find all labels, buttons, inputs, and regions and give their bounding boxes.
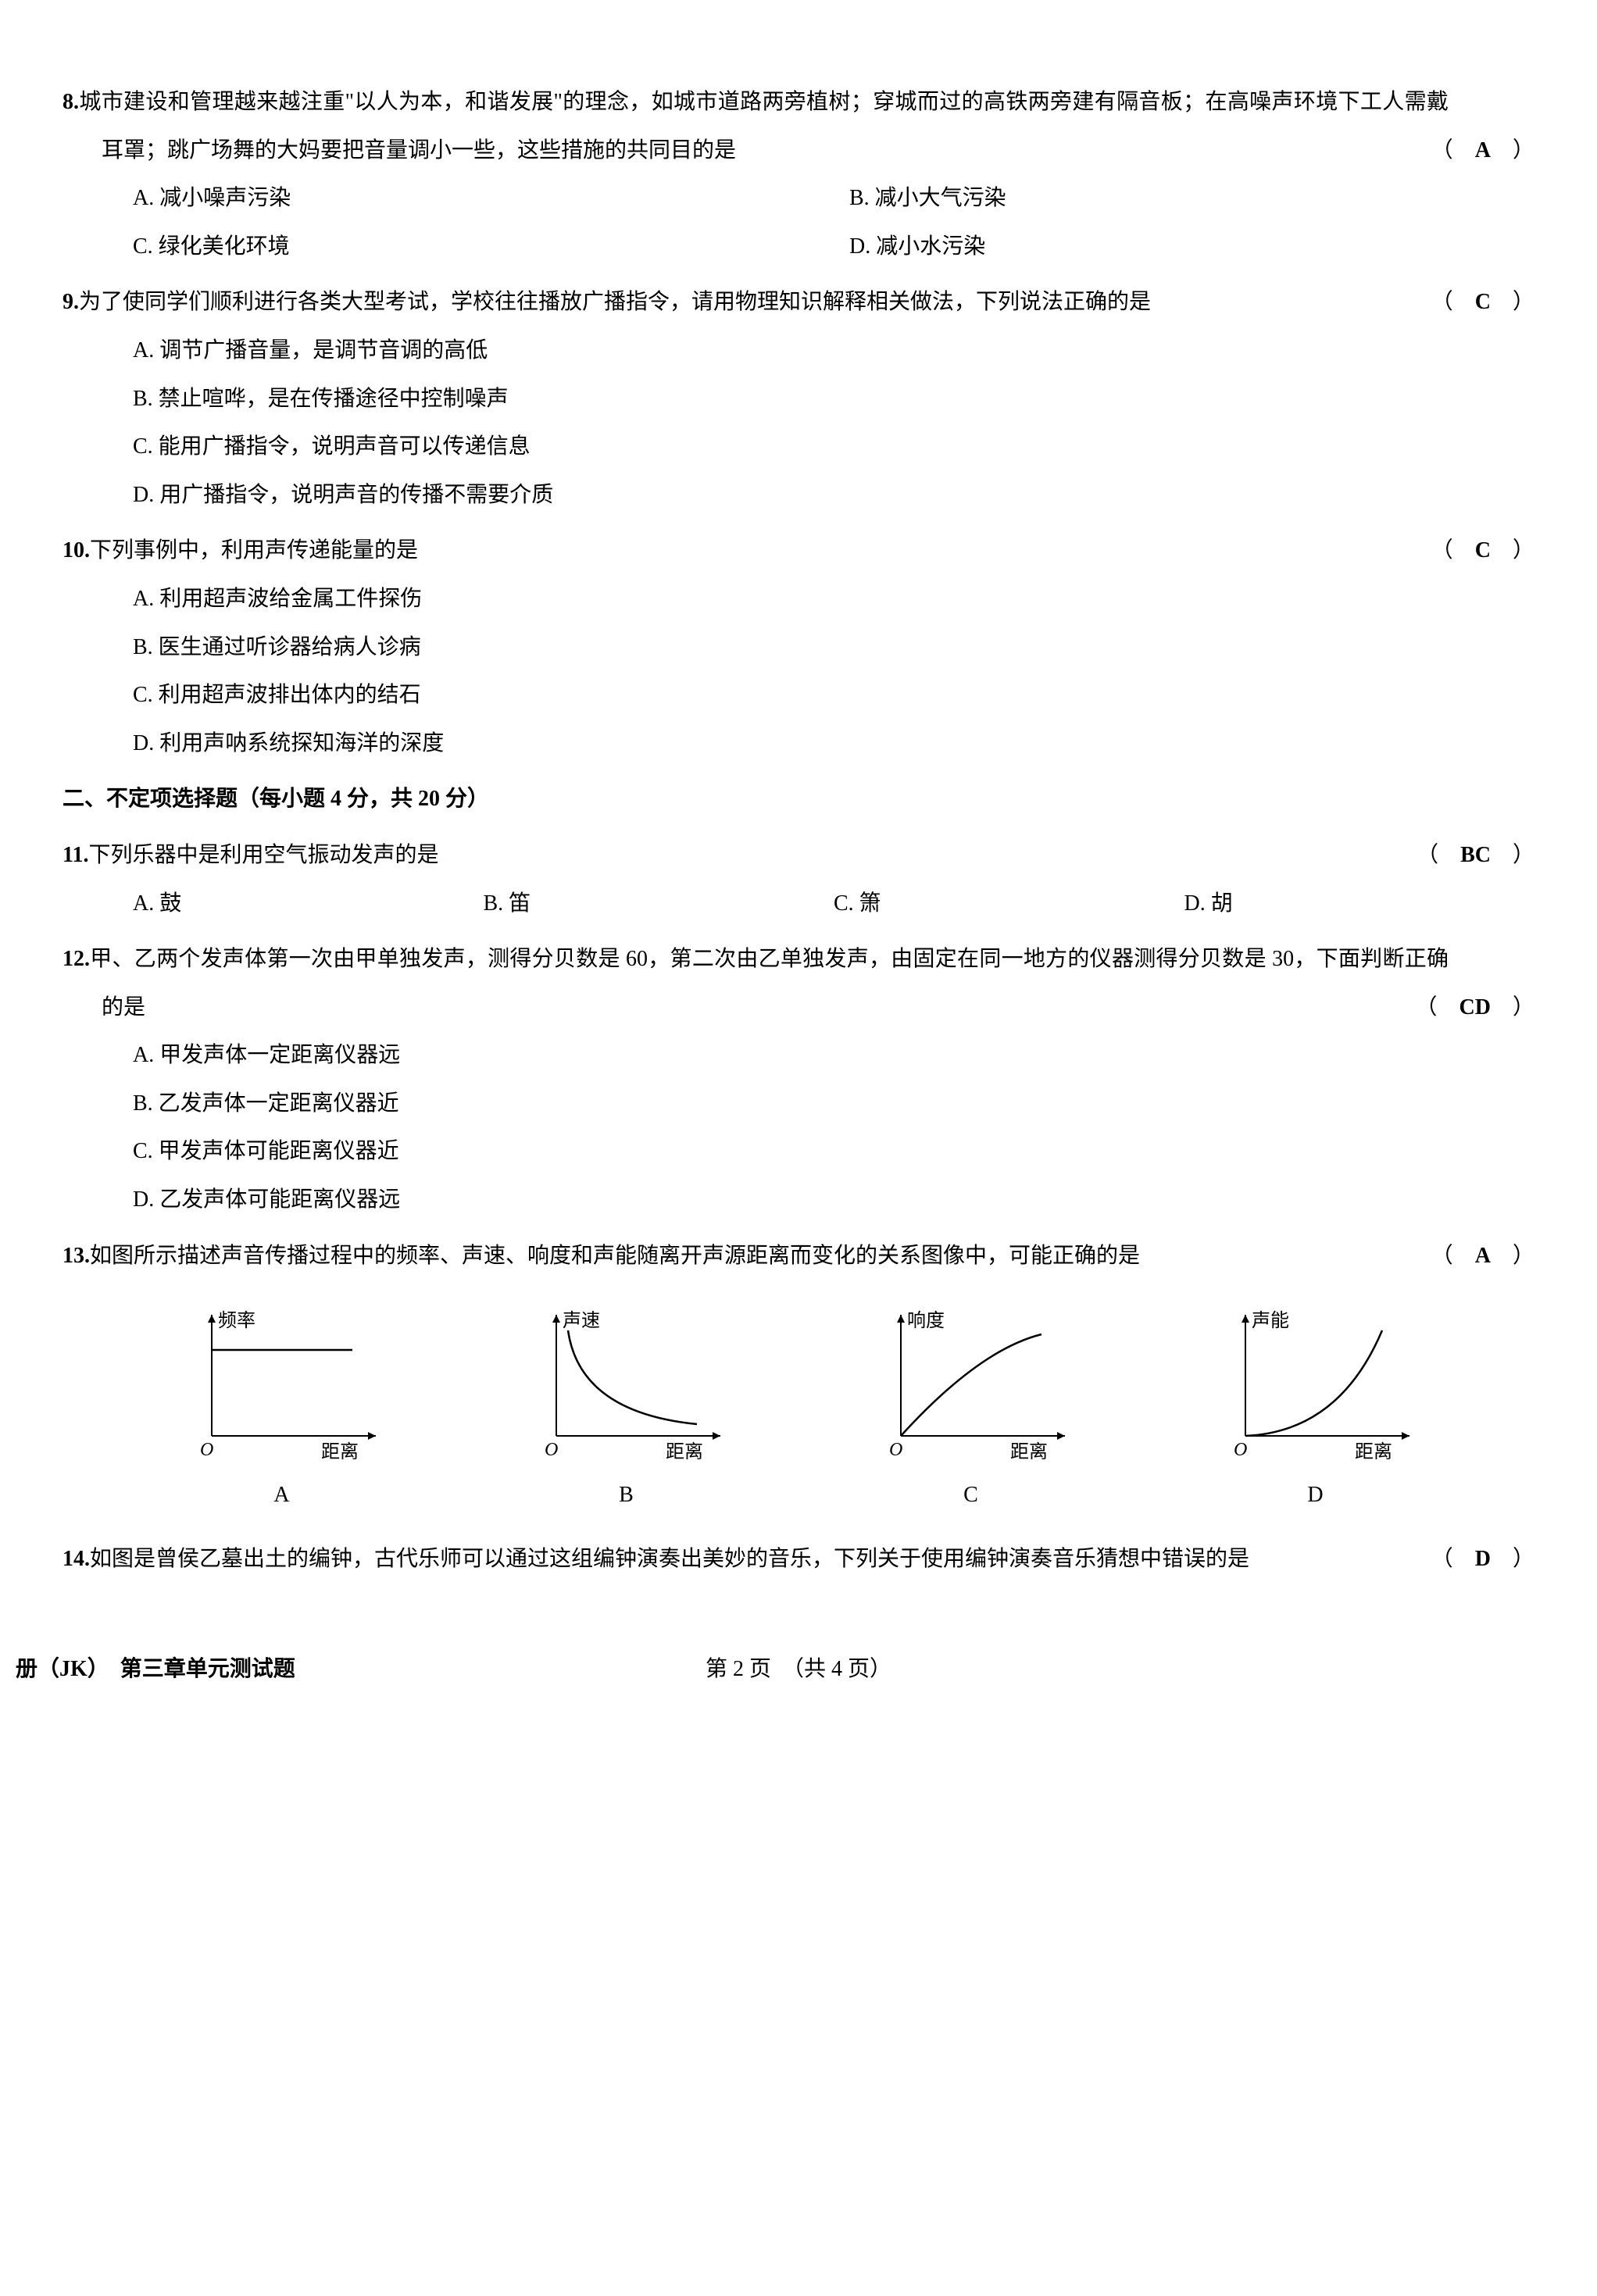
stem-text: 下列事例中，利用声传递能量的是	[90, 538, 418, 562]
graph-a-svg: 频率 O 距离	[180, 1303, 384, 1459]
answer-slot: （ C ）	[1431, 278, 1534, 327]
answer-value: C	[1475, 290, 1491, 314]
option-a: A. 调节广播音量，是调节音调的高低	[133, 327, 1534, 375]
question-12: 12.甲、乙两个发声体第一次由甲单独发声，测得分贝数是 60，第二次由乙单独发声…	[63, 935, 1534, 1224]
question-number: 12.	[63, 947, 90, 971]
question-number: 10.	[63, 538, 90, 562]
question-number: 11.	[63, 843, 88, 867]
graph-label-b: B	[619, 1471, 634, 1519]
option-a: A. 减小噪声污染	[133, 174, 818, 223]
origin-label: O	[889, 1440, 902, 1459]
xlabel: 距离	[666, 1441, 703, 1459]
answer-value: D	[1475, 1547, 1491, 1571]
page-footer: 册（JK） 第三章单元测试题 第 2 页 （共 4 页）	[63, 1645, 1534, 1694]
option-c: C. 能用广播指令，说明声音可以传递信息	[133, 423, 1534, 471]
graph-a: 频率 O 距离 A	[180, 1303, 384, 1519]
question-number: 8.	[63, 90, 79, 114]
question-stem: 12.甲、乙两个发声体第一次由甲单独发声，测得分贝数是 60，第二次由乙单独发声…	[63, 935, 1534, 1031]
answer-value: C	[1475, 538, 1491, 562]
graph-label-c: C	[963, 1471, 978, 1519]
answer-slot: （ A ）	[1431, 127, 1534, 175]
question-number: 14.	[63, 1547, 90, 1571]
option-c: C. 甲发声体可能距离仪器近	[133, 1127, 1534, 1176]
section-2-header: 二、不定项选择题（每小题 4 分，共 20 分）	[63, 775, 1534, 823]
footer-left: 册（JK） 第三章单元测试题	[16, 1645, 295, 1694]
options-container: A. 鼓 B. 笛 C. 箫 D. 胡	[63, 880, 1534, 928]
origin-label: O	[1234, 1440, 1247, 1459]
options-container: A. 甲发声体一定距离仪器远 B. 乙发声体一定距离仪器近 C. 甲发声体可能距…	[63, 1031, 1534, 1223]
option-b: B. 禁止喧哗，是在传播途径中控制噪声	[133, 375, 1534, 423]
origin-label: O	[200, 1440, 213, 1459]
option-d: D. 乙发声体可能距离仪器远	[133, 1176, 1534, 1224]
option-c: C. 绿化美化环境	[133, 223, 818, 271]
question-10: 10.下列事例中，利用声传递能量的是 （ C ） A. 利用超声波给金属工件探伤…	[63, 527, 1534, 767]
graph-c: 响度 O 距离 C	[870, 1303, 1073, 1519]
ylabel: 频率	[218, 1310, 255, 1331]
option-b: B. 笛	[484, 880, 834, 928]
option-b: B. 减小大气污染	[849, 174, 1534, 223]
graph-label-a: A	[273, 1471, 289, 1519]
question-11: 11.下列乐器中是利用空气振动发声的是 （ BC ） A. 鼓 B. 笛 C. …	[63, 831, 1534, 927]
graph-d-svg: 声能 O 距离	[1214, 1303, 1417, 1459]
answer-value: A	[1475, 1244, 1491, 1268]
graph-c-svg: 响度 O 距离	[870, 1303, 1073, 1459]
option-a: A. 利用超声波给金属工件探伤	[133, 575, 1534, 623]
graph-b: 声速 O 距离 B	[525, 1303, 728, 1519]
answer-slot: （ A ）	[1431, 1232, 1534, 1280]
xlabel: 距离	[1010, 1441, 1048, 1459]
stem-text: 甲、乙两个发声体第一次由甲单独发声，测得分贝数是 60，第二次由乙单独发声，由固…	[90, 947, 1449, 1019]
options-container: A. 减小噪声污染 B. 减小大气污染 C. 绿化美化环境 D. 减小水污染	[63, 174, 1534, 270]
xlabel: 距离	[321, 1441, 359, 1459]
option-d: D. 用广播指令，说明声音的传播不需要介质	[133, 471, 1534, 520]
answer-slot: （ CD ）	[1416, 984, 1534, 1032]
stem-text: 如图是曾侯乙墓出土的编钟，古代乐师可以通过这组编钟演奏出美妙的音乐，下列关于使用…	[90, 1547, 1249, 1571]
option-d: D. 胡	[1184, 880, 1535, 928]
answer-slot: （ BC ）	[1417, 831, 1534, 880]
option-c: C. 箫	[834, 880, 1184, 928]
answer-slot: （ C ）	[1431, 527, 1534, 575]
option-a: A. 鼓	[133, 880, 484, 928]
graph-label-d: D	[1307, 1471, 1323, 1519]
stem-text: 下列乐器中是利用空气振动发声的是	[88, 843, 438, 867]
options-container: A. 调节广播音量，是调节音调的高低 B. 禁止喧哗，是在传播途径中控制噪声 C…	[63, 327, 1534, 519]
question-stem: 8.城市建设和管理越来越注重"以人为本，和谐发展"的理念，如城市道路两旁植树；穿…	[63, 78, 1534, 174]
answer-value: BC	[1460, 843, 1491, 867]
question-stem: 9.为了使同学们顺利进行各类大型考试，学校往往播放广播指令，请用物理知识解释相关…	[63, 278, 1534, 327]
ylabel: 声能	[1252, 1310, 1289, 1331]
question-stem: 11.下列乐器中是利用空气振动发声的是 （ BC ）	[63, 831, 1534, 880]
question-stem: 14.如图是曾侯乙墓出土的编钟，古代乐师可以通过这组编钟演奏出美妙的音乐，下列关…	[63, 1535, 1534, 1584]
option-b: B. 乙发声体一定距离仪器近	[133, 1080, 1534, 1128]
graph-b-svg: 声速 O 距离	[525, 1303, 728, 1459]
option-d: D. 利用声呐系统探知海洋的深度	[133, 720, 1534, 768]
option-a: A. 甲发声体一定距离仪器远	[133, 1031, 1534, 1080]
question-14: 14.如图是曾侯乙墓出土的编钟，古代乐师可以通过这组编钟演奏出美妙的音乐，下列关…	[63, 1535, 1534, 1584]
option-b: B. 医生通过听诊器给病人诊病	[133, 623, 1534, 672]
option-d: D. 减小水污染	[849, 223, 1534, 271]
graphs-row: 频率 O 距离 A 声速 O 距离 B	[63, 1287, 1534, 1527]
question-8: 8.城市建设和管理越来越注重"以人为本，和谐发展"的理念，如城市道路两旁植树；穿…	[63, 78, 1534, 270]
ylabel: 响度	[907, 1310, 945, 1331]
stem-text: 如图所示描述声音传播过程中的频率、声速、响度和声能随离开声源距离而变化的关系图像…	[90, 1244, 1140, 1268]
question-stem: 10.下列事例中，利用声传递能量的是 （ C ）	[63, 527, 1534, 575]
question-stem: 13.如图所示描述声音传播过程中的频率、声速、响度和声能随离开声源距离而变化的关…	[63, 1232, 1534, 1280]
stem-text: 为了使同学们顺利进行各类大型考试，学校往往播放广播指令，请用物理知识解释相关做法…	[79, 290, 1151, 314]
question-13: 13.如图所示描述声音传播过程中的频率、声速、响度和声能随离开声源距离而变化的关…	[63, 1232, 1534, 1527]
options-container: A. 利用超声波给金属工件探伤 B. 医生通过听诊器给病人诊病 C. 利用超声波…	[63, 575, 1534, 767]
graph-d: 声能 O 距离 D	[1214, 1303, 1417, 1519]
origin-label: O	[545, 1440, 558, 1459]
answer-slot: （ D ）	[1431, 1535, 1534, 1584]
ylabel: 声速	[563, 1310, 600, 1331]
question-number: 9.	[63, 290, 79, 314]
option-c: C. 利用超声波排出体内的结石	[133, 671, 1534, 720]
xlabel: 距离	[1355, 1441, 1392, 1459]
footer-center: 第 2 页 （共 4 页）	[706, 1645, 891, 1694]
question-number: 13.	[63, 1244, 90, 1268]
answer-value: A	[1475, 138, 1491, 162]
question-9: 9.为了使同学们顺利进行各类大型考试，学校往往播放广播指令，请用物理知识解释相关…	[63, 278, 1534, 519]
stem-text: 城市建设和管理越来越注重"以人为本，和谐发展"的理念，如城市道路两旁植树；穿城而…	[79, 90, 1449, 162]
answer-value: CD	[1459, 995, 1491, 1019]
